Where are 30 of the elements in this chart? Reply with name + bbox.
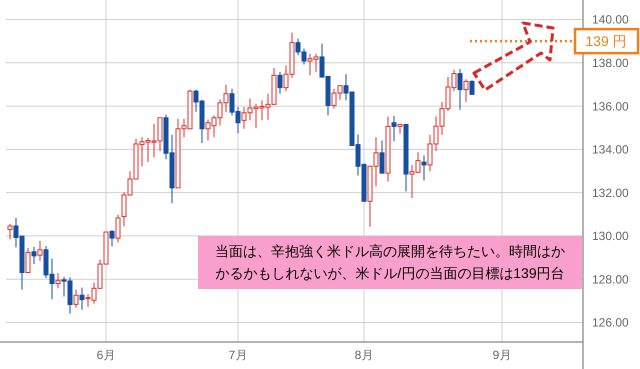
candlestick xyxy=(470,80,474,95)
candlestick xyxy=(392,116,396,142)
candlestick xyxy=(38,240,42,262)
y-tick-label: 128.00 xyxy=(592,272,630,286)
x-tick-label: 9月 xyxy=(492,348,512,362)
y-tick-label: 130.00 xyxy=(592,229,630,244)
y-tick-label: 126.00 xyxy=(592,316,630,330)
candlestick xyxy=(8,224,12,240)
candlestick xyxy=(32,246,36,265)
y-tick-label: 136.00 xyxy=(592,99,630,114)
candlestick xyxy=(80,287,84,310)
y-tick-label: 134.00 xyxy=(592,142,630,157)
candlestick xyxy=(74,289,78,308)
candlestick xyxy=(464,78,468,102)
candlestick xyxy=(458,68,462,110)
ref-line-label: 139 円 xyxy=(585,33,627,50)
y-tick-label: 132.00 xyxy=(592,186,630,200)
x-tick-label: 6月 xyxy=(96,348,116,362)
annotation: 当面は、辛抱強く米ドル高の展開を待ちたい。時間はかかるかもしれないが、米ドル/円の当面の目標は139円台 xyxy=(214,242,566,283)
candlestick xyxy=(110,230,114,248)
candlestick xyxy=(278,71,282,94)
candlestick xyxy=(26,248,30,274)
candlestick xyxy=(422,154,426,182)
x-tick-label: 8月 xyxy=(354,348,374,362)
candlestick xyxy=(380,140,384,174)
candlestick xyxy=(116,214,120,243)
y-tick-label: 140.00 xyxy=(592,12,630,27)
y-tick-label: 138.00 xyxy=(592,56,630,70)
candlestick xyxy=(56,272,60,289)
x-tick-label: 7月 xyxy=(228,348,248,362)
